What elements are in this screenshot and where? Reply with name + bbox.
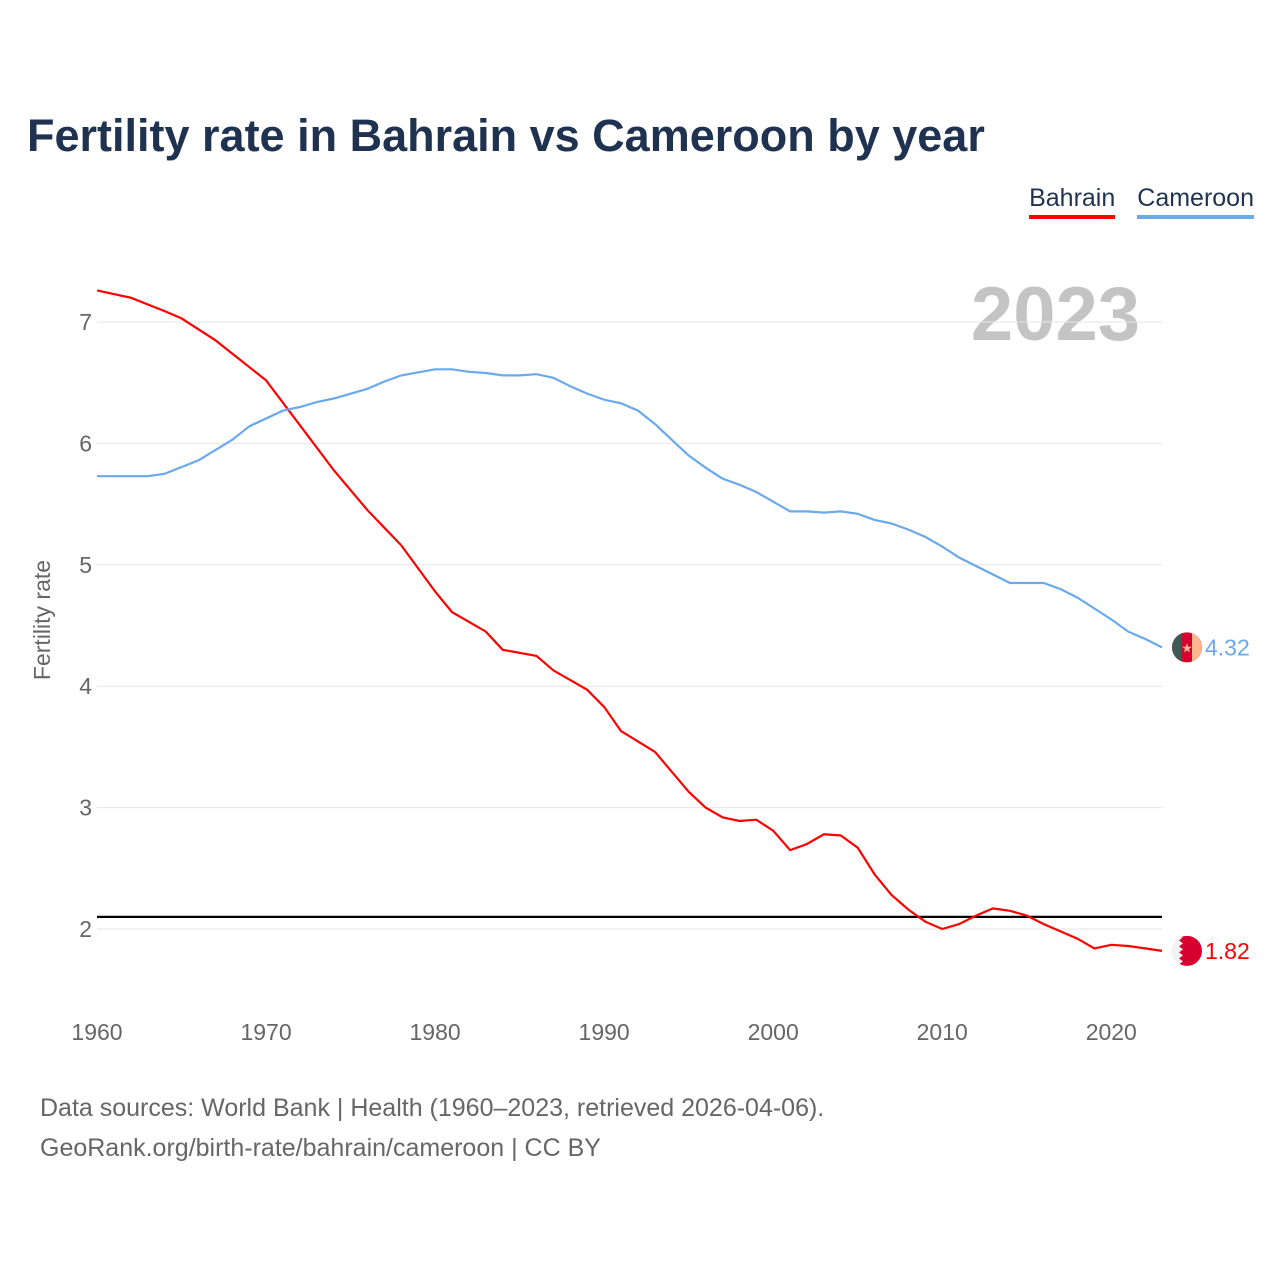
x-tick-label: 2010 (917, 1019, 968, 1045)
y-tick-label: 3 (79, 795, 92, 821)
y-tick-label: 5 (79, 552, 92, 578)
legend-cameroon[interactable]: Cameroon (1137, 184, 1254, 219)
y-tick-label: 4 (79, 673, 92, 699)
source-note: Data sources: World Bank | Health (1960–… (40, 1088, 824, 1168)
x-tick-label: 1960 (71, 1019, 122, 1045)
x-tick-label: 1970 (240, 1019, 291, 1045)
bahrain-flag-white (1171, 937, 1183, 965)
x-tick-label: 1990 (579, 1019, 630, 1045)
year-label: 2023 (971, 272, 1140, 357)
y-tick-label: 7 (79, 309, 92, 335)
y-tick-label: 6 (79, 430, 92, 456)
end-value-label-bahrain: 1.82 (1205, 938, 1250, 964)
x-tick-label: 2020 (1086, 1019, 1137, 1045)
series-line-cameroon (97, 368, 1163, 649)
y-tick-label: 2 (79, 916, 92, 942)
x-tick-label: 2000 (748, 1019, 799, 1045)
x-tick-label: 1980 (410, 1019, 461, 1045)
source-line-1: Data sources: World Bank | Health (1960–… (40, 1094, 825, 1122)
legend-bahrain[interactable]: Bahrain (1029, 184, 1116, 219)
y-axis-label: Fertility rate (29, 560, 55, 680)
star-icon: ★ (1181, 640, 1193, 655)
legend: Bahrain Cameroon (1029, 184, 1254, 219)
chart-title: Fertility rate in Bahrain vs Cameroon by… (27, 110, 985, 161)
source-line-2[interactable]: GeoRank.org/birth-rate/bahrain/cameroon … (40, 1134, 601, 1162)
cameroon-flag-yellow (1192, 633, 1202, 662)
end-value-label-cameroon: 4.32 (1205, 634, 1250, 660)
series-line-bahrain (96, 289, 1163, 952)
cameroon-flag-green (1172, 633, 1182, 662)
